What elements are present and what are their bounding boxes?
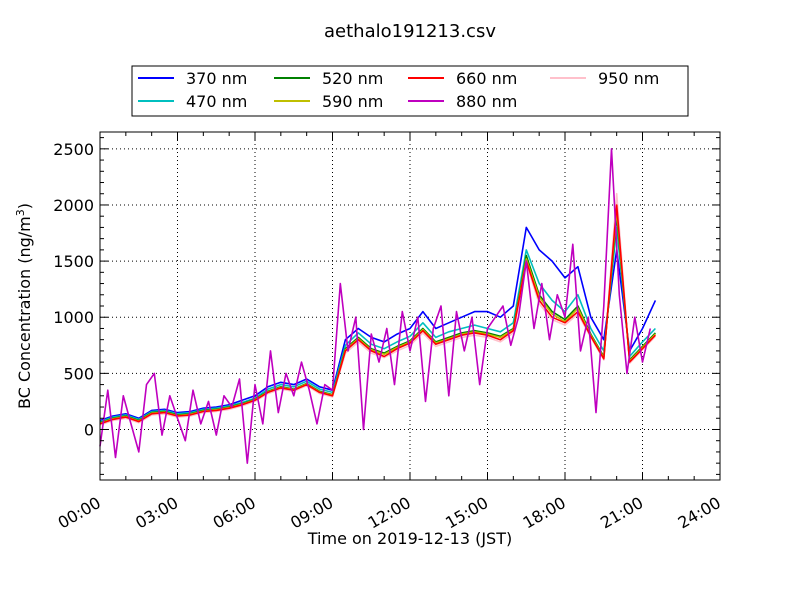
y-axis-label: BC Concentration (ng/m3)	[14, 203, 34, 409]
legend-label: 590 nm	[322, 92, 383, 111]
series-line-660-nm	[99, 204, 656, 425]
y-tick-label: 2500	[53, 140, 94, 159]
legend: 370 nm 470 nm 520 nm 590 nm 660 nm 880 nm 950 …	[131, 65, 689, 117]
plot-frame	[99, 131, 721, 481]
y-tick-label: 0	[84, 420, 94, 439]
series-line-880-nm	[99, 148, 652, 465]
legend-label: 660 nm	[456, 69, 517, 88]
y-tick-label: 1500	[53, 252, 94, 271]
legend-box	[131, 65, 689, 117]
y-tick-label: 1000	[53, 308, 94, 327]
series-line-370-nm	[99, 226, 657, 422]
legend-label: 950 nm	[598, 69, 659, 88]
legend-label: 520 nm	[322, 69, 383, 88]
legend-label: 880 nm	[456, 92, 517, 111]
chart-title: aethalo191213.csv	[324, 21, 496, 42]
y-axis-label-main: BC Concentration (ng/m	[15, 216, 34, 409]
x-axis-label: Time on 2019-12-13 (JST)	[307, 529, 512, 548]
legend-label: 370 nm	[186, 69, 247, 88]
y-axis-label-sup: 3	[14, 209, 27, 216]
legend-label: 470 nm	[186, 92, 247, 111]
y-tick-label: 500	[63, 364, 94, 383]
series-group	[99, 148, 657, 465]
y-axis-label-end: )	[15, 203, 34, 209]
y-tick-label: 2000	[53, 196, 94, 215]
